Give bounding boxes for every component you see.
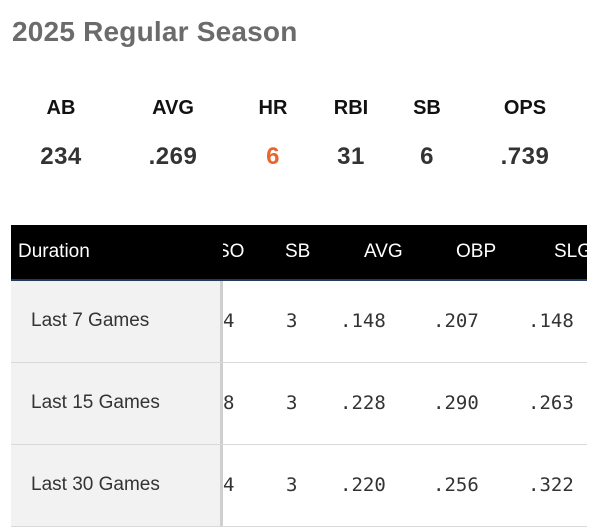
stat-label: SB xyxy=(413,97,441,119)
cell-slg: .148 xyxy=(528,310,574,332)
cell-sb: 3 xyxy=(286,474,298,496)
table-row[interactable]: Last 15 Games 8 3 .228 .290 .263 xyxy=(11,363,587,445)
cell-avg: .148 xyxy=(340,310,386,332)
stat-value: 6 xyxy=(420,143,434,170)
column-header-avg[interactable]: AVG xyxy=(364,241,403,262)
splits-table[interactable]: Duration SO SB AVG OBP SLG Last 7 Games … xyxy=(11,225,587,527)
stat-value-highlighted: 6 xyxy=(266,143,280,170)
cell-sb: 3 xyxy=(286,392,298,414)
stat-label: HR xyxy=(258,97,288,119)
stat-value: .739 xyxy=(500,143,550,170)
cell-so: 8 xyxy=(223,392,235,414)
summary-stat-sb: SB 6 xyxy=(382,97,472,171)
cell-slg: .322 xyxy=(528,474,574,496)
frozen-duration-cell: Last 30 Games xyxy=(11,445,223,526)
stat-value: 234 xyxy=(40,143,82,170)
table-row[interactable]: Last 30 Games 4 3 .220 .256 .322 xyxy=(11,445,587,527)
duration-label: Last 15 Games xyxy=(31,392,160,413)
column-header-slg[interactable]: SLG xyxy=(554,241,587,262)
summary-stat-avg: AVG .269 xyxy=(128,97,218,171)
duration-label: Last 7 Games xyxy=(31,310,150,331)
cell-obp: .207 xyxy=(433,310,479,332)
scrollable-row-area[interactable]: 4 3 .148 .207 .148 xyxy=(223,281,587,361)
cell-avg: .228 xyxy=(340,392,386,414)
scrollable-row-area[interactable]: 8 3 .228 .290 .263 xyxy=(223,363,587,443)
summary-stat-rbi: RBI 31 xyxy=(306,97,396,171)
summary-stat-ops: OPS .739 xyxy=(480,97,570,171)
cell-obp: .256 xyxy=(433,474,479,496)
frozen-duration-cell: Last 15 Games xyxy=(11,363,223,444)
stat-value: 31 xyxy=(337,143,365,170)
table-row[interactable]: Last 7 Games 4 3 .148 .207 .148 xyxy=(11,281,587,363)
column-header-sb[interactable]: SB xyxy=(285,241,311,262)
stat-label: OPS xyxy=(503,97,547,119)
stat-value: .269 xyxy=(148,143,198,170)
column-header-so[interactable]: SO xyxy=(223,241,245,262)
column-header-obp[interactable]: OBP xyxy=(456,241,497,262)
frozen-duration-cell: Last 7 Games xyxy=(11,281,223,362)
cell-so: 4 xyxy=(223,310,235,332)
stat-label: AVG xyxy=(152,97,194,119)
cell-so: 4 xyxy=(223,474,235,496)
cell-avg: .220 xyxy=(340,474,386,496)
cell-slg: .263 xyxy=(528,392,574,414)
season-title: 2025 Regular Season xyxy=(12,16,298,47)
column-header-duration[interactable]: Duration xyxy=(18,241,90,262)
duration-label: Last 30 Games xyxy=(31,474,160,495)
cell-sb: 3 xyxy=(286,310,298,332)
cell-obp: .290 xyxy=(433,392,479,414)
summary-stat-ab: AB 234 xyxy=(16,97,106,171)
stat-label: AB xyxy=(46,97,76,119)
table-header: Duration SO SB AVG OBP SLG xyxy=(11,225,587,281)
summary-stat-hr: HR 6 xyxy=(228,97,318,171)
stat-label: RBI xyxy=(333,97,369,119)
scrollable-row-area[interactable]: 4 3 .220 .256 .322 xyxy=(223,445,587,525)
scrollable-header-area[interactable]: SO SB AVG OBP SLG xyxy=(223,225,587,279)
